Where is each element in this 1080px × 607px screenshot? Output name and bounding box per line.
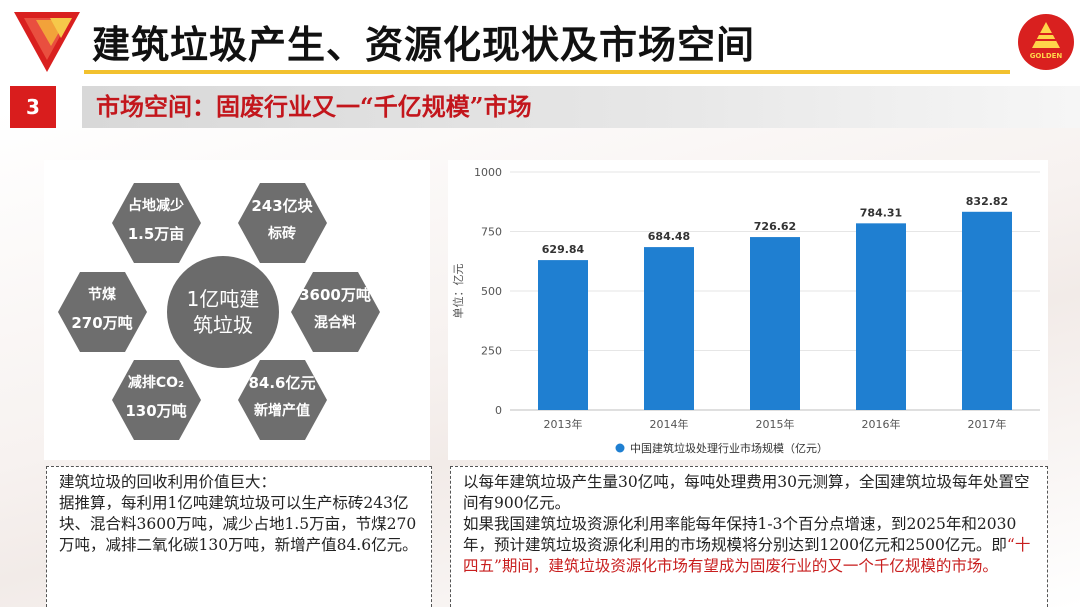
bar bbox=[538, 260, 588, 410]
center-circle bbox=[163, 252, 283, 372]
triangle-logo-icon bbox=[14, 12, 80, 72]
hex-item-value: 3600万吨 bbox=[299, 286, 371, 304]
center-label-line: 1亿吨建 bbox=[186, 287, 260, 311]
section-title: 市场空间：固废行业又一“千亿规模”市场 bbox=[96, 92, 532, 121]
hex-item-bricks: 243亿块 标砖 bbox=[227, 197, 337, 243]
hex-item-label: 标砖 bbox=[268, 226, 296, 242]
right-text-para1: 以每年建筑垃圾产生量30亿吨，每吨处理费用30元测算，全国建筑垃圾每年处置空间有… bbox=[463, 473, 1030, 512]
hex-item-value: 84.6亿元 bbox=[248, 374, 316, 392]
hex-item-value: 243亿块 bbox=[251, 197, 313, 215]
hex-item-value: 270万吨 bbox=[71, 314, 133, 332]
x-tick-label: 2016年 bbox=[862, 417, 901, 431]
bar bbox=[856, 223, 906, 410]
pyramid-icon bbox=[1032, 22, 1060, 48]
left-text-body: 据推算，每利用1亿吨建筑垃圾可以生产标砖243亿块、混合料3600万吨，减少占地… bbox=[59, 494, 418, 554]
data-label: 784.31 bbox=[860, 206, 902, 219]
left-text-box: 建筑垃圾的回收利用价值巨大： 据推算，每利用1亿吨建筑垃圾可以生产标砖243亿块… bbox=[46, 466, 432, 607]
hex-item-label: 节煤 bbox=[88, 287, 116, 303]
data-label: 629.84 bbox=[542, 243, 585, 256]
bar-chart: 0 250 500 750 1000 单位：亿元 629.84 2013年 684.48 2014… bbox=[451, 166, 1040, 455]
y-tick-label: 250 bbox=[481, 345, 502, 358]
hex-item-label: 占地减少 bbox=[128, 198, 184, 214]
x-tick-label: 2017年 bbox=[968, 417, 1007, 431]
y-tick-label: 750 bbox=[481, 226, 502, 239]
hex-item-label: 混合料 bbox=[314, 315, 356, 331]
hex-item-land: 占地减少 1.5万亩 bbox=[101, 197, 211, 243]
title-underline bbox=[84, 70, 1010, 74]
legend-label: 中国建筑垃圾处理行业市场规模（亿元） bbox=[630, 441, 828, 455]
hexagon-top-left bbox=[112, 183, 201, 263]
center-label: 1亿吨建 筑垃圾 bbox=[163, 286, 283, 338]
hexagon-diagram: 占地减少 1.5万亩 243亿块 标砖 节煤 270万吨 3600万吨 混合料 … bbox=[44, 160, 430, 460]
y-tick-label: 0 bbox=[495, 404, 502, 417]
legend-marker bbox=[615, 443, 625, 453]
hexagon-shapes bbox=[58, 183, 380, 440]
hex-item-output: 84.6亿元 新增产值 bbox=[227, 374, 337, 420]
bar-chart-panel: 0 250 500 750 1000 单位：亿元 629.84 2013年 684.48 2014… bbox=[448, 160, 1048, 460]
center-label-line: 筑垃圾 bbox=[193, 313, 253, 337]
data-label: 726.62 bbox=[754, 220, 796, 233]
section-number: 3 bbox=[10, 86, 56, 128]
y-tick-label: 500 bbox=[481, 285, 502, 298]
hex-item-aggregate: 3600万吨 混合料 bbox=[280, 286, 390, 332]
section-bar bbox=[82, 86, 1080, 128]
hexagon-bottom-right bbox=[238, 360, 327, 440]
left-text-heading: 建筑垃圾的回收利用价值巨大： bbox=[59, 473, 277, 491]
hex-item-value: 130万吨 bbox=[125, 402, 187, 420]
hexagon-top-right bbox=[238, 183, 327, 263]
hex-item-co2: 减排CO₂ 130万吨 bbox=[101, 374, 211, 420]
y-axis-label: 单位：亿元 bbox=[451, 264, 465, 319]
logo-text: GOLDEN bbox=[1029, 52, 1063, 60]
right-text-para2: 如果我国建筑垃圾资源化利用率能每年保持1-3个百分点增速，到2025年和2030… bbox=[463, 514, 1039, 577]
data-label: 832.82 bbox=[966, 195, 1008, 208]
hexagon-mid-right bbox=[291, 272, 380, 352]
x-tick-label: 2015年 bbox=[756, 417, 795, 431]
hex-item-label: 新增产值 bbox=[254, 403, 310, 419]
y-tick-label: 1000 bbox=[474, 166, 502, 179]
page-title: 建筑垃圾产生、资源化现状及市场空间 bbox=[92, 23, 756, 67]
hexagon-mid-left bbox=[58, 272, 147, 352]
golden-logo: GOLDEN bbox=[1018, 14, 1074, 70]
hexagon-bottom-left bbox=[112, 360, 201, 440]
hex-item-coal: 节煤 270万吨 bbox=[47, 286, 157, 332]
bar bbox=[750, 237, 800, 410]
x-tick-label: 2014年 bbox=[650, 417, 689, 431]
bar bbox=[962, 211, 1012, 410]
hex-item-value: 1.5万亩 bbox=[127, 225, 185, 243]
right-text-box: 以每年建筑垃圾产生量30亿吨，每吨处理费用30元测算，全国建筑垃圾每年处置空间有… bbox=[450, 466, 1048, 607]
right-text-para2-highlight: “十四五”期间，建筑垃圾资源化市场有望成为固废行业的又一个千亿规模的市场。 bbox=[463, 536, 1031, 575]
bar bbox=[644, 247, 694, 410]
hex-item-label: 减排CO₂ bbox=[127, 375, 185, 391]
x-tick-label: 2013年 bbox=[544, 417, 583, 431]
right-text-para2-normal: 如果我国建筑垃圾资源化利用率能每年保持1-3个百分点增速，到2025年和2030… bbox=[463, 515, 1017, 554]
data-label: 684.48 bbox=[648, 230, 690, 243]
